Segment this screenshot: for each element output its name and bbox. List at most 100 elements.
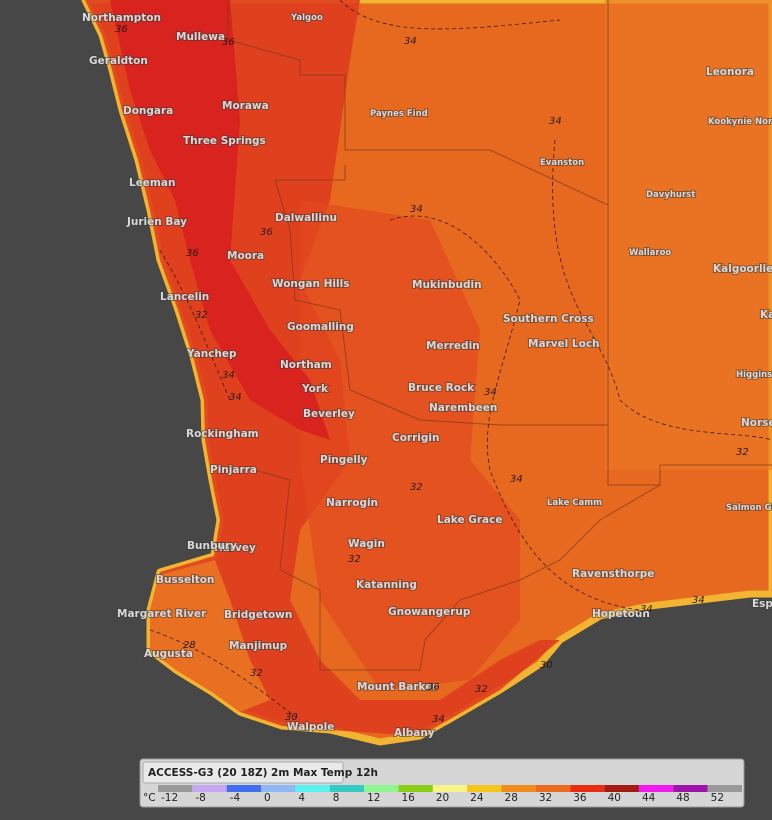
contour-label: 32 [195,310,208,321]
legend-tick-label: 0 [264,792,271,804]
town-label: Yalgoo [290,13,323,23]
contour-label: 36 [186,248,199,259]
town-label: Morawa [222,100,269,112]
contour-label: 36 [222,37,235,48]
town-label: Wallaroo [629,248,671,258]
town-label: Pingelly [320,454,368,466]
town-label: Lake Grace [437,514,502,526]
town-label: Lancelin [160,291,209,303]
town-label: Hopetoun [592,608,650,620]
town-label: Goomalling [287,321,354,333]
contour-label: 34 [229,392,242,403]
town-label: Jurien Bay [126,216,187,228]
legend-swatch [226,785,262,792]
town-label: Mukinbudin [412,279,482,291]
contour-label: 30 [285,712,298,723]
town-label: Salmon Gums [726,503,772,513]
town-label: Marvel Loch [528,338,600,350]
contours [149,0,772,721]
town-label: Bridgetown [224,609,292,621]
hottest-zone [110,0,330,440]
contour-label: 34 [484,387,497,398]
legend-tick-label: 40 [608,792,621,804]
legend-tick-label: 8 [333,792,340,804]
contour-label: 32 [410,482,423,493]
town-label: Geraldton [89,55,148,67]
legend-swatch [192,785,227,792]
legend-swatch [261,785,296,792]
legend-tick-label: 12 [367,792,380,804]
legend-swatch [329,785,365,792]
town-label: Davyhurst [646,190,695,200]
town-label: Leonora [706,66,754,78]
legend-title-box [142,761,344,784]
boundaries [227,0,772,671]
town-label: Merredin [426,340,480,352]
contour-label: 32 [736,447,749,458]
town-label: Bruce Rock [408,382,475,394]
town-label: Higginsville [736,370,772,380]
legend-tick-label: 4 [298,792,305,804]
town-label: Narembeen [429,402,497,414]
contour-label: 34 [549,116,562,127]
legend-swatch [535,785,571,792]
town-label: Albany [394,727,435,739]
town-label: Northampton [82,12,161,24]
legend-unit: °C [143,792,156,804]
legend-tick-label: 16 [401,792,415,804]
town-label: Kalgoorlie [713,263,772,275]
legend-tick-label: 36 [573,792,587,804]
legend-swatch [398,785,433,792]
contour-label: 34 [692,595,705,606]
legend-swatch [604,785,639,792]
legend-tick-label: 32 [539,792,552,804]
legend-swatch [707,785,742,792]
town-label: Esperance [752,598,772,610]
town-label: Bunbury [187,540,237,552]
legend-swatch [501,785,536,792]
town-label: Three Springs [183,135,266,147]
town-label: Augusta [144,648,193,660]
legend-swatch [638,785,674,792]
town-label: Evanston [540,158,584,168]
town-label: Northam [280,359,332,371]
legend-tick-label: 20 [436,792,449,804]
legend-swatch [467,785,502,792]
legend-tick-label: -8 [195,792,205,804]
town-label: Mullewa [176,31,225,43]
town-label: Walpole [287,721,334,733]
legend-swatch [570,785,605,792]
contour-label: 34 [432,714,445,725]
town-label: Corrigin [392,432,439,444]
legend-swatch [295,785,330,792]
town-label: Katanning [356,579,417,591]
legend-swatch [158,785,193,792]
town-label: Gnowangerup [388,606,471,618]
town-label: York [301,383,329,395]
town-label: Manjimup [229,640,288,652]
town-label: Southern Cross [503,313,594,325]
town-label: Rockingham [186,428,259,440]
town-label: Kookynie North [708,117,772,127]
contour-label: 32 [250,668,263,679]
contour-label: 34 [410,204,423,215]
town-label: Mount Barker [357,681,438,693]
contour-label: 34 [640,604,653,615]
town-label: Yanchep [186,348,237,360]
contour-label: 36 [260,227,273,238]
town-label: Norseman [741,417,772,429]
legend-tick-label: -12 [161,792,178,804]
town-label: Lake Camm [547,498,602,508]
town-label: Margaret River [117,608,207,620]
legend-tick-label: 44 [642,792,656,804]
contour-label: 32 [475,684,488,695]
contour-label: 34 [510,474,523,485]
town-label: Kambalda [760,309,772,321]
legend-tick-label: 28 [505,792,518,804]
town-label: Wongan Hills [272,278,349,290]
town-label: Ravensthorpe [572,568,654,580]
warm-zone [605,0,772,470]
legend-tick-label: 48 [676,792,689,804]
contour-label: 36 [115,24,128,35]
hot-zone-inland [300,200,520,690]
